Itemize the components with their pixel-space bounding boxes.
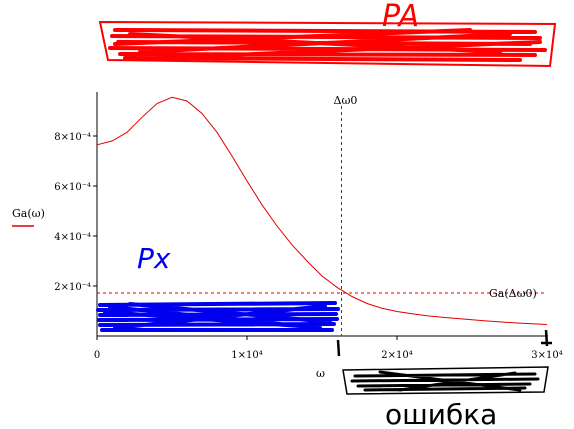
delta-omega0-label: Δω0 (334, 94, 358, 107)
y-tick-label: 2×10⁻⁴ (54, 282, 91, 293)
x-tick-label: 3×10⁴ (531, 350, 562, 361)
oshibka-handwritten-label: ошибка (385, 398, 497, 429)
x-variable-label: ω (316, 367, 325, 380)
y-function-label: Ga(ω) (12, 207, 45, 220)
x-tick-label: 0 (94, 350, 100, 361)
x-tick-label: 1×10⁴ (231, 350, 262, 361)
y-tick-label: 4×10⁻⁴ (54, 232, 91, 243)
px-handwritten-label: Px (137, 242, 171, 275)
series-line-ga (96, 96, 548, 325)
blue-scribble-annotation: Px (96, 242, 340, 332)
black-scribble-annotation: ошибка (342, 366, 549, 429)
pa-handwritten-label: PA (382, 0, 419, 34)
handwritten-tick-marks (336, 329, 552, 357)
y-tick-label: 6×10⁻⁴ (54, 182, 91, 193)
ga-delta-omega0-label: Ga(Δω0) (489, 287, 537, 300)
x-tick-label: 2×10⁴ (381, 350, 412, 361)
red-scribble-annotation: PA (98, 0, 557, 68)
y-tick-label: 8×10⁻⁴ (54, 132, 91, 143)
